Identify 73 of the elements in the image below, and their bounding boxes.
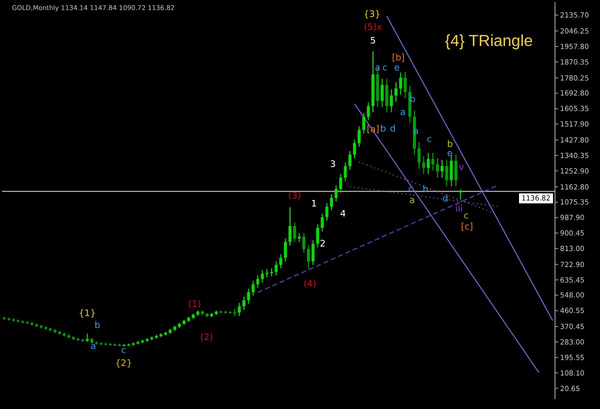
candlestick bbox=[459, 188, 462, 200]
candlestick bbox=[247, 288, 250, 304]
annotation: d bbox=[390, 124, 396, 135]
candlestick bbox=[284, 238, 287, 262]
annotation: iii bbox=[455, 204, 463, 215]
candlestick bbox=[344, 162, 347, 182]
annotation: 3 bbox=[330, 160, 336, 170]
annotation: v bbox=[458, 162, 465, 173]
candlestick bbox=[306, 244, 310, 270]
candlestick bbox=[353, 139, 356, 159]
annotation: c bbox=[464, 212, 469, 222]
annotation: 4 bbox=[340, 210, 346, 220]
annotation: a bbox=[374, 63, 380, 74]
annotation: (1) bbox=[188, 300, 202, 310]
annotation: 1 bbox=[311, 200, 317, 210]
candlestick bbox=[252, 280, 255, 296]
annotation: {3} bbox=[363, 10, 381, 20]
annotation: e bbox=[394, 63, 400, 74]
annotation: b bbox=[380, 124, 386, 135]
annotation: {2} bbox=[115, 358, 132, 370]
annotation: {4} TRiangle bbox=[445, 33, 533, 50]
annotation: a bbox=[400, 108, 406, 118]
candlestick bbox=[312, 240, 315, 266]
annotation: (5)x bbox=[364, 23, 383, 34]
annotation: c bbox=[382, 63, 388, 74]
candlestick bbox=[288, 206, 292, 246]
candlestick bbox=[362, 112, 366, 134]
annotation: e bbox=[447, 149, 454, 160]
annotation: b bbox=[94, 321, 101, 332]
candlestick bbox=[394, 82, 398, 102]
candlestick bbox=[366, 102, 370, 121]
candlestick bbox=[426, 152, 430, 175]
candlestick bbox=[380, 78, 384, 108]
annotation: a bbox=[409, 196, 415, 206]
candlestick bbox=[316, 224, 320, 248]
annotation: {1} bbox=[78, 309, 96, 320]
annotation: d bbox=[442, 194, 448, 205]
annotation: (2) bbox=[200, 333, 213, 344]
candlestick bbox=[325, 202, 328, 222]
candlestick bbox=[445, 159, 448, 187]
candlestick bbox=[399, 72, 402, 96]
annotation: c bbox=[426, 135, 432, 146]
candlestick bbox=[440, 159, 444, 178]
candlestick bbox=[302, 232, 306, 254]
annotation: [c] bbox=[460, 222, 473, 233]
candlestick bbox=[454, 154, 458, 187]
annotation: c bbox=[121, 346, 126, 356]
candlestick bbox=[358, 126, 361, 148]
candlestick bbox=[256, 274, 260, 288]
annotation: [b] bbox=[392, 53, 405, 64]
candlestick bbox=[404, 71, 407, 99]
candlestick bbox=[238, 302, 241, 317]
candlestick bbox=[348, 150, 352, 170]
candlestick bbox=[274, 260, 278, 276]
annotation: 2 bbox=[320, 240, 326, 250]
candlestick bbox=[279, 254, 282, 269]
candlestick bbox=[390, 88, 393, 113]
candlestick bbox=[320, 213, 324, 232]
candlestick bbox=[418, 142, 421, 170]
annotation: a bbox=[90, 342, 96, 352]
candlestick bbox=[339, 174, 342, 194]
annotation: (3) bbox=[288, 192, 302, 202]
candlestick bbox=[242, 296, 246, 310]
candlestick bbox=[385, 78, 388, 113]
candlestick bbox=[293, 222, 296, 242]
candlestick bbox=[436, 158, 439, 178]
candlestick bbox=[422, 156, 426, 175]
annotation: 5 bbox=[370, 36, 376, 46]
candlestick bbox=[334, 185, 338, 202]
candlestick bbox=[431, 152, 434, 172]
annotation: (4) bbox=[303, 279, 316, 290]
candlestick bbox=[330, 194, 333, 211]
annotation: b bbox=[447, 140, 454, 150]
